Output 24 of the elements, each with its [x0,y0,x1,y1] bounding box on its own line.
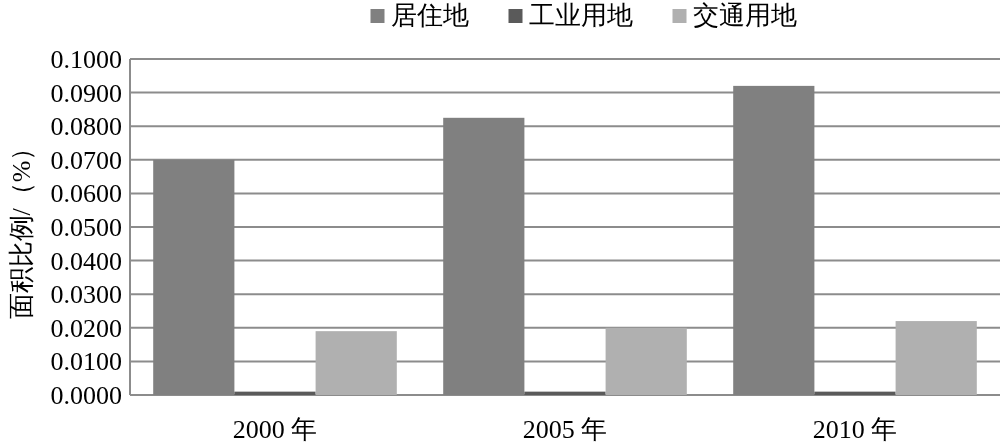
y-tick-label: 0.0600 [50,179,122,209]
bar [524,391,606,395]
bar [234,391,316,395]
y-tick-label: 0.0100 [50,347,122,377]
y-tick-label: 0.0200 [50,313,122,343]
y-tick-label: 0.0500 [50,213,122,242]
y-tick-label: 0.1000 [50,45,122,74]
y-tick-label: 0.0700 [50,145,122,175]
legend-label: 交通用地 [692,1,797,30]
x-tick-label: 2000 年 [232,415,318,444]
y-axis-title: 面积比例/（%） [7,134,36,320]
legend-label: 居住地 [390,1,469,30]
bar [895,321,977,395]
y-tick-label: 0.0800 [50,112,122,142]
x-tick-label: 2010 年 [812,415,898,444]
bar [605,327,687,395]
bar [814,391,896,395]
legend-label: 工业用地 [528,1,633,30]
y-tick-label: 0.0300 [50,280,122,310]
y-tick-label: 0.0900 [50,78,122,108]
bar [315,331,397,395]
y-tick-label: 0.0000 [50,381,122,410]
y-tick-label: 0.0400 [50,246,122,276]
x-tick-label: 2005 年 [522,415,608,444]
